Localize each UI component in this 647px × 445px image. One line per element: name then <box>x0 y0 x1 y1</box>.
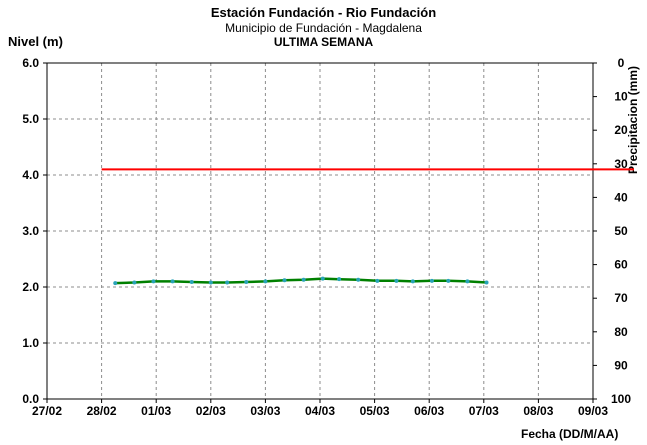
data-point <box>151 279 156 284</box>
data-point <box>337 277 342 282</box>
y-tick-label: 5.0 <box>22 112 39 126</box>
y-axis-label: Nivel (m) <box>8 34 63 49</box>
y2-tick-label: 100 <box>611 392 631 406</box>
y2-tick-label: 60 <box>614 258 628 272</box>
x-tick-label: 28/02 <box>87 404 117 418</box>
data-point <box>282 278 287 283</box>
x-tick-label: 08/03 <box>523 404 553 418</box>
data-point <box>113 281 118 286</box>
data-point <box>263 279 268 284</box>
y2-tick-label: 70 <box>614 291 628 305</box>
y-tick-label: 0.0 <box>22 392 39 406</box>
y2-tick-label: 90 <box>614 358 628 372</box>
x-tick-label: 04/03 <box>305 404 335 418</box>
x-tick-label: 09/03 <box>578 404 608 418</box>
data-point <box>375 278 380 283</box>
x-tick-label: 07/03 <box>469 404 499 418</box>
data-point <box>465 279 470 284</box>
x-tick-label: 05/03 <box>360 404 390 418</box>
x-axis-label: Fecha (DD/M/AA) <box>521 427 619 441</box>
data-point <box>429 278 434 283</box>
y-tick-label: 2.0 <box>22 280 39 294</box>
data-point <box>484 280 489 285</box>
y2-tick-label: 50 <box>614 224 628 238</box>
data-point <box>189 279 194 284</box>
data-point <box>356 277 361 282</box>
y2-tick-label: 40 <box>614 190 628 204</box>
data-point <box>225 280 230 285</box>
x-tick-label: 27/02 <box>32 404 62 418</box>
y-tick-label: 4.0 <box>22 168 39 182</box>
x-tick-label: 03/03 <box>250 404 280 418</box>
data-point <box>394 278 399 283</box>
y2-tick-label: 30 <box>614 157 628 171</box>
data-point <box>132 280 137 285</box>
x-tick-label: 06/03 <box>414 404 444 418</box>
chart-period-label: ULTIMA SEMANA <box>273 35 374 49</box>
chart-subtitle: Municipio de Fundación - Magdalena <box>225 21 422 35</box>
y-tick-label: 3.0 <box>22 224 39 238</box>
y-tick-label: 6.0 <box>22 56 39 70</box>
data-point <box>301 277 306 282</box>
y2-tick-label: 80 <box>614 325 628 339</box>
data-point <box>170 279 175 284</box>
data-point <box>208 280 213 285</box>
data-point <box>446 278 451 283</box>
chart-title: Estación Fundación - Rio Fundación <box>210 5 437 20</box>
y2-tick-label: 10 <box>614 90 628 104</box>
y2-tick-label: 20 <box>614 123 628 137</box>
x-tick-label: 02/03 <box>196 404 226 418</box>
data-point <box>410 279 415 284</box>
x-tick-label: 01/03 <box>141 404 171 418</box>
data-point <box>244 279 249 284</box>
data-point <box>320 276 325 281</box>
y2-tick-label: 0 <box>618 56 625 70</box>
y-tick-label: 1.0 <box>22 336 39 350</box>
